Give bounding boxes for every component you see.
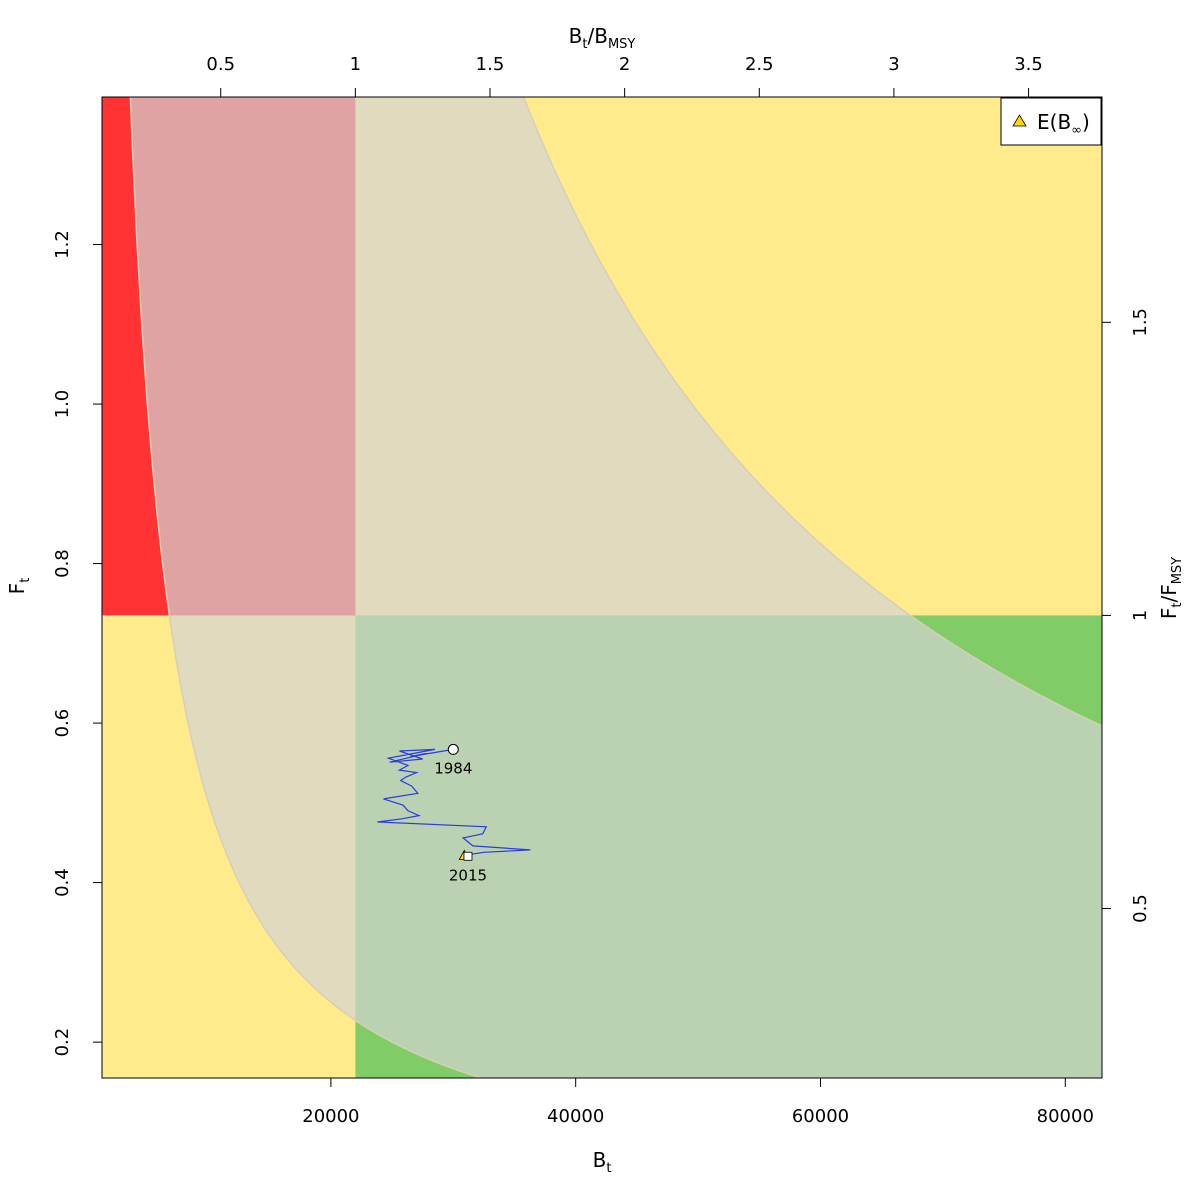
axisLeft-tick-label: 0.4: [52, 868, 73, 897]
axisTop-tick-label: 3.5: [1014, 54, 1043, 75]
axisLeft-tick-label: 1.0: [52, 390, 73, 419]
axisBottom-tick-label: 80000: [1037, 1106, 1094, 1127]
top-axis-title: Bt/BMSY: [569, 24, 636, 52]
trajectory-start-point: [447, 743, 459, 755]
right-axis: 0.5 1 1.5: [1102, 308, 1151, 923]
legend-label: E(B∞): [1037, 110, 1090, 138]
uncertainty-band-over-yellow-bottom: [169, 615, 356, 1021]
legend-triangle-icon: [1012, 114, 1027, 127]
uncertainty-band-over-green: [355, 615, 1102, 1078]
plot-region: [102, 97, 1102, 1078]
axisRight-tick-label: 0.5: [1130, 894, 1151, 923]
axisTop-tick-label: 2.5: [745, 54, 774, 75]
axisRight-tick-label: 1.5: [1130, 308, 1151, 337]
axisTop-tick-label: 0.5: [206, 54, 235, 75]
axisBottom-tick-label: 60000: [792, 1106, 849, 1127]
axisBottom-tick-label: 20000: [302, 1106, 359, 1127]
y-axis-title: Ft: [5, 578, 33, 595]
axisLeft-tick-label: 1.2: [52, 230, 73, 259]
axisLeft-tick-label: 0.6: [52, 709, 73, 738]
uncertainty-band-over-red: [130, 97, 356, 616]
left-axis: 0.2 0.4 0.6 0.8 1.0 1.2: [52, 230, 102, 1056]
bottom-axis: 20000 40000 60000 80000: [302, 1078, 1094, 1127]
plot-frame: [101, 96, 1103, 1079]
axisTop-tick-label: 1: [350, 54, 361, 75]
axisTop-tick-label: 3: [888, 54, 899, 75]
trajectory-end-point: [463, 851, 473, 861]
axisLeft-tick-label: 0.2: [52, 1028, 73, 1057]
legend: E(B∞): [1000, 97, 1102, 146]
uncertainty-band-edge: [129, 97, 1102, 1078]
start-year-label: 1984: [434, 759, 472, 777]
end-year-label: 2015: [449, 866, 487, 884]
stock-trajectory-line: [377, 748, 531, 857]
uncertainty-band-over-yellow-top: [355, 97, 911, 616]
axisRight-tick-label: 1: [1130, 610, 1151, 621]
axisLeft-tick-label: 0.8: [52, 549, 73, 578]
top-axis: 0.5 1 1.5 2 2.5 3 3.5: [206, 54, 1043, 97]
right-axis-title: Ft/FMSY: [1157, 557, 1185, 619]
axisTop-tick-label: 2: [619, 54, 630, 75]
x-axis-title: Bt: [593, 1148, 612, 1176]
axisTop-tick-label: 1.5: [476, 54, 505, 75]
axisBottom-tick-label: 40000: [547, 1106, 604, 1127]
